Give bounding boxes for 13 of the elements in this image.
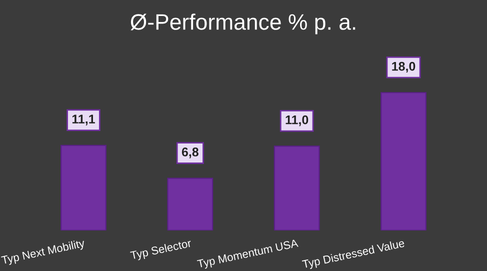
data-label: 18,0	[392, 62, 416, 73]
data-label: 6,8	[182, 148, 198, 158]
bar	[60, 144, 106, 230]
x-tick-label: Typ Next Mobility	[0, 238, 86, 266]
bar	[380, 92, 426, 230]
bar	[274, 146, 320, 230]
data-label: 11,0	[286, 115, 308, 126]
data-label: 11,1	[72, 114, 95, 126]
x-tick-label: Typ Distressed Value	[302, 238, 406, 270]
x-tick-label: Typ Momentum USA	[196, 238, 299, 270]
x-tick-label: Typ Selector	[130, 238, 192, 262]
bar	[167, 178, 214, 230]
chart-title: Ø-Performance % p. a.	[130, 14, 356, 34]
